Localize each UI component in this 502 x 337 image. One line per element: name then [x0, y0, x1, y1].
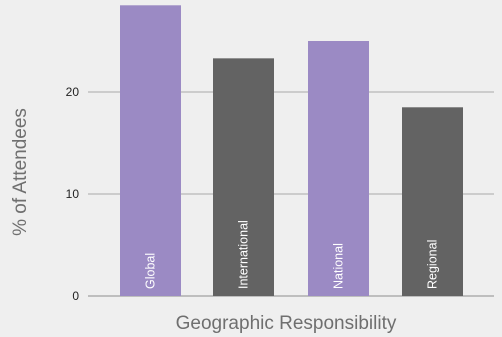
y-tick-label: 20: [66, 85, 80, 99]
bars: [120, 5, 463, 297]
x-axis-title: Geographic Responsibility: [176, 313, 397, 334]
bar-label-regional: Regional: [426, 240, 440, 289]
bar-labels: Global International National Regional: [144, 220, 440, 289]
bar-international: [213, 58, 274, 297]
bar-national: [308, 41, 369, 296]
bar-global: [120, 5, 181, 297]
bar-label-international: International: [237, 220, 251, 289]
y-tick-labels: 0 10 20: [66, 85, 80, 303]
bar-label-national: National: [332, 243, 346, 289]
y-axis-title: % of Attendees: [10, 108, 31, 236]
bar-regional: [402, 107, 463, 296]
y-tick-label: 0: [72, 289, 79, 303]
y-tick-label: 10: [66, 187, 80, 201]
bar-label-global: Global: [144, 253, 158, 289]
